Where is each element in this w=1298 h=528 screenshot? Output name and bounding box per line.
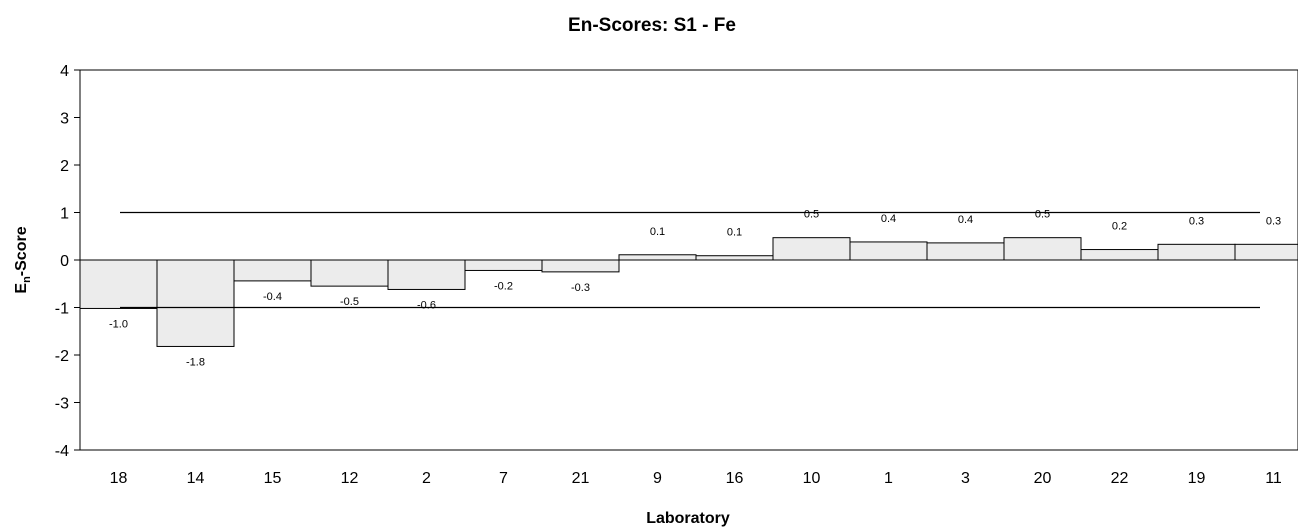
bar — [926, 242, 1005, 261]
y-tick-label: 1 — [60, 206, 69, 223]
data-label: -0.4 — [263, 291, 282, 303]
x-tick-label: 19 — [1188, 470, 1206, 487]
x-tick-label: 1 — [884, 470, 893, 487]
data-labels: -1.0 -1.8 -0.4 -0.5 -0.6 -0.2 -0.3 0.1 0.1 0.5 0.4… — [109, 209, 1281, 369]
x-tick-label: 16 — [726, 470, 744, 487]
data-label: 0.2 — [1112, 221, 1127, 233]
y-tick-label: 2 — [60, 158, 69, 175]
x-tick-label: 15 — [264, 470, 282, 487]
bar — [849, 241, 928, 261]
x-tick-label: 18 — [110, 470, 128, 487]
y-axis: -4 -3 -2 -1 0 1 2 3 4 — [55, 63, 80, 460]
y-tick-label: -1 — [55, 301, 69, 318]
y-axis-label: En-Score — [13, 226, 33, 293]
bar — [1003, 237, 1082, 261]
bars-layer — [79, 237, 1298, 347]
bar — [1157, 243, 1236, 261]
x-tick-label: 10 — [803, 470, 821, 487]
x-tick-label: 12 — [341, 470, 359, 487]
x-tick-label: 22 — [1111, 470, 1129, 487]
data-label: 0.5 — [1035, 209, 1050, 221]
y-tick-label: -3 — [55, 396, 69, 413]
y-tick-label: 0 — [60, 253, 69, 270]
bar — [233, 259, 312, 282]
data-label: 0.1 — [727, 227, 742, 239]
y-tick-label: 3 — [60, 111, 69, 128]
data-label: -1.0 — [109, 318, 128, 330]
bar — [772, 237, 851, 261]
bar — [1234, 243, 1298, 261]
x-axis-label: Laboratory — [646, 510, 730, 527]
y-tick-label: -2 — [55, 348, 69, 365]
bar — [541, 259, 620, 273]
y-tick-label: -4 — [55, 443, 69, 460]
data-label: 0.4 — [958, 214, 973, 226]
bar — [618, 254, 697, 261]
x-tick-label: 9 — [653, 470, 662, 487]
data-label: 0.4 — [881, 213, 896, 225]
x-tick-label: 20 — [1034, 470, 1052, 487]
data-label: 0.3 — [1189, 215, 1204, 227]
y-tick-label: 4 — [60, 63, 69, 80]
data-label: -0.6 — [417, 299, 436, 311]
bar — [156, 259, 235, 347]
bar — [1080, 249, 1159, 261]
x-tick-label: 3 — [961, 470, 970, 487]
data-label: 0.1 — [650, 226, 665, 238]
x-axis: 18 14 15 12 2 7 21 9 16 10 1 3 20 22 19 11 — [110, 470, 1282, 487]
x-tick-label: 11 — [1265, 470, 1282, 487]
data-label: -0.5 — [340, 296, 359, 308]
data-label: -0.3 — [571, 282, 590, 294]
x-tick-label: 14 — [187, 470, 205, 487]
bar — [79, 259, 158, 309]
bar — [310, 259, 389, 287]
data-label: 0.3 — [1266, 215, 1281, 227]
x-tick-label: 21 — [572, 470, 590, 487]
x-tick-label: 2 — [422, 470, 431, 487]
reference-lines — [80, 211, 1298, 309]
data-label: 0.5 — [804, 209, 819, 221]
data-label: -0.2 — [494, 280, 513, 292]
bar — [464, 259, 543, 271]
data-label: -1.8 — [186, 356, 205, 368]
x-tick-label: 7 — [499, 470, 508, 487]
chart-title: En-Scores: S1 - Fe — [568, 15, 736, 36]
bar — [387, 259, 466, 290]
bar — [695, 255, 774, 261]
